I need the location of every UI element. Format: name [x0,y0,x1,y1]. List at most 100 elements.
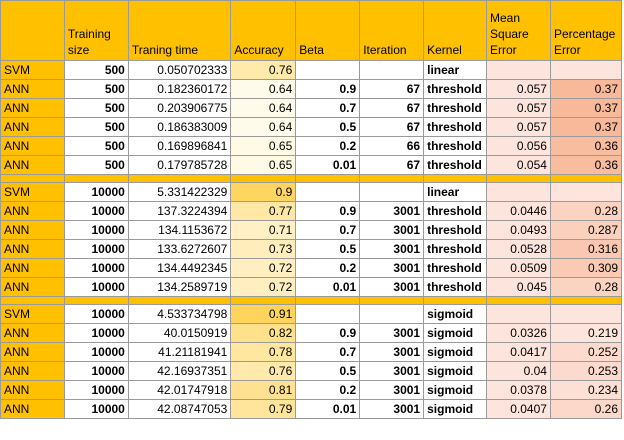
table-row: ANN 10000 133.6272607 0.73 0.5 3001 threshold 0… [0,239,623,259]
percentage-error-cell: 0.252 [549,342,623,362]
table-row: ANN 10000 42.01747918 0.81 0.2 3001 sigmoid 0.0… [0,380,623,400]
percentage-error-cell: 0.253 [549,361,623,381]
mse-cell: 0.0493 [486,220,551,240]
header-cell: Training size [63,0,129,61]
kernel-cell: threshold [423,258,488,278]
training-time-cell: 137.3224394 [127,201,232,221]
separator-cell [295,174,361,183]
kernel-cell: threshold [423,239,488,259]
header-cell: Traning time [127,0,232,61]
accuracy-cell: 0.76 [230,60,297,80]
percentage-error-cell: 0.36 [549,136,623,156]
separator-cell [486,296,551,305]
beta-cell: 0.2 [295,380,361,400]
training-time-cell: 134.1153672 [127,220,232,240]
percentage-error-cell: 0.26 [549,399,623,419]
training-size-cell: 10000 [63,342,129,362]
beta-cell: 0.01 [295,277,361,297]
beta-cell [295,60,361,80]
beta-cell: 0.2 [295,136,361,156]
kernel-cell: sigmoid [423,323,488,343]
beta-cell: 0.7 [295,342,361,362]
training-size-cell: 500 [63,155,129,175]
kernel-cell: sigmoid [423,304,488,324]
training-size-cell: 500 [63,117,129,137]
separator-cell [230,296,297,305]
separator-cell [549,296,623,305]
percentage-error-cell: 0.37 [549,98,623,118]
accuracy-cell: 0.73 [230,239,297,259]
table-row: SVM 10000 4.533734798 0.91 sigmoid [0,304,623,324]
training-size-cell: 10000 [63,258,129,278]
mse-cell: 0.057 [486,117,551,137]
header-cell: Iteration [359,0,425,61]
table-row: ANN 10000 134.1153672 0.71 0.7 3001 threshold 0… [0,220,623,240]
iteration-cell: 66 [359,136,425,156]
iteration-cell: 67 [359,98,425,118]
mse-cell: 0.0326 [486,323,551,343]
iteration-cell [359,304,425,324]
model-cell: ANN [0,220,65,240]
training-size-cell: 500 [63,60,129,80]
beta-cell: 0.5 [295,361,361,381]
header-cell [0,0,65,61]
training-time-cell: 41.21181941 [127,342,232,362]
training-time-cell: 0.182360172 [127,79,232,99]
accuracy-cell: 0.78 [230,342,297,362]
table-row: ANN 10000 41.21181941 0.78 0.7 3001 sigmoid 0.0… [0,342,623,362]
training-time-cell: 0.186383009 [127,117,232,137]
training-time-cell: 40.0150919 [127,323,232,343]
iteration-cell: 3001 [359,220,425,240]
kernel-cell: threshold [423,136,488,156]
accuracy-cell: 0.64 [230,98,297,118]
training-time-cell: 134.4492345 [127,258,232,278]
mse-cell: 0.054 [486,155,551,175]
model-cell: SVM [0,304,65,324]
accuracy-cell: 0.65 [230,155,297,175]
training-size-cell: 500 [63,136,129,156]
mse-cell: 0.045 [486,277,551,297]
training-time-cell: 42.16937351 [127,361,232,381]
training-time-cell: 5.331422329 [127,182,232,202]
separator-cell [0,174,65,183]
header-cell: Beta [295,0,361,61]
accuracy-cell: 0.71 [230,220,297,240]
beta-cell [295,182,361,202]
training-time-cell: 0.169896841 [127,136,232,156]
header-cell: Mean Square Error [486,0,551,61]
kernel-cell: threshold [423,277,488,297]
mse-cell [486,60,551,80]
separator-cell [423,174,488,183]
separator-cell [0,296,65,305]
mse-cell: 0.0509 [486,258,551,278]
mse-cell: 0.0446 [486,201,551,221]
kernel-cell: threshold [423,79,488,99]
model-cell: ANN [0,399,65,419]
mse-cell: 0.04 [486,361,551,381]
separator-cell [63,174,129,183]
accuracy-cell: 0.91 [230,304,297,324]
model-cell: ANN [0,277,65,297]
accuracy-cell: 0.72 [230,258,297,278]
model-cell: ANN [0,136,65,156]
kernel-cell: threshold [423,201,488,221]
percentage-error-cell: 0.37 [549,79,623,99]
model-cell: ANN [0,380,65,400]
iteration-cell: 67 [359,79,425,99]
iteration-cell [359,182,425,202]
accuracy-cell: 0.79 [230,399,297,419]
model-cell: ANN [0,323,65,343]
kernel-cell: linear [423,182,488,202]
separator-cell [359,174,425,183]
mse-cell: 0.0417 [486,342,551,362]
group-separator [0,174,623,183]
model-cell: ANN [0,342,65,362]
beta-cell: 0.7 [295,220,361,240]
beta-cell: 0.01 [295,399,361,419]
kernel-cell: sigmoid [423,361,488,381]
percentage-error-cell: 0.28 [549,201,623,221]
training-time-cell: 0.050702333 [127,60,232,80]
mse-cell: 0.0378 [486,380,551,400]
mse-cell: 0.056 [486,136,551,156]
separator-cell [295,296,361,305]
